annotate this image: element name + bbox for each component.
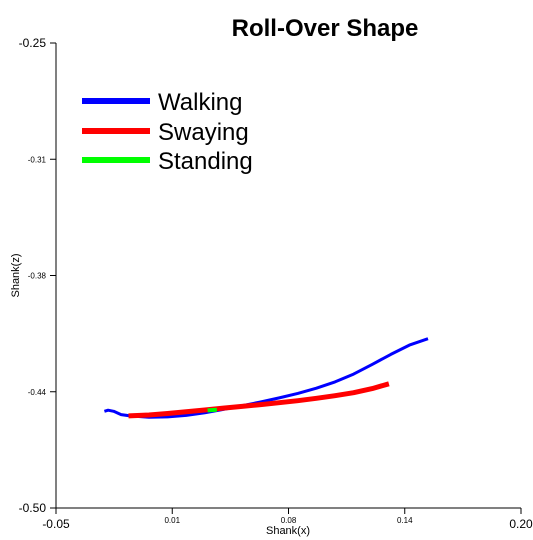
- series-lines: [103, 337, 429, 419]
- x-tick-label: 0.08: [281, 516, 297, 525]
- legend-label-walking: Walking: [158, 89, 242, 116]
- y-tick-label: -0.31: [28, 155, 47, 164]
- legend-label-swaying: Swaying: [158, 119, 249, 146]
- x-tick-label: 0.20: [509, 517, 533, 531]
- x-axis-label: Shank(x): [266, 525, 310, 537]
- x-tick-label: 0.14: [397, 516, 413, 525]
- x-tick-label: 0.01: [164, 516, 180, 525]
- y-tick-label: -0.50: [19, 501, 47, 515]
- axes: [55, 43, 521, 509]
- chart-title: Roll-Over Shape: [232, 15, 419, 42]
- legend-label-standing: Standing: [158, 148, 253, 175]
- series-line-standing: [207, 407, 218, 413]
- y-tick-label: -0.25: [19, 36, 47, 50]
- series-line-swaying: [128, 381, 390, 419]
- y-tick-label: -0.38: [28, 272, 47, 281]
- x-tick-label: -0.05: [42, 517, 70, 531]
- ticks: -0.05 0.01 0.08 0.14 0.20 -0.25 -0.31 -0.38 -0.4…: [19, 36, 533, 531]
- y-axis-label: Shank(z): [10, 253, 22, 297]
- y-tick-label: -0.44: [28, 388, 47, 397]
